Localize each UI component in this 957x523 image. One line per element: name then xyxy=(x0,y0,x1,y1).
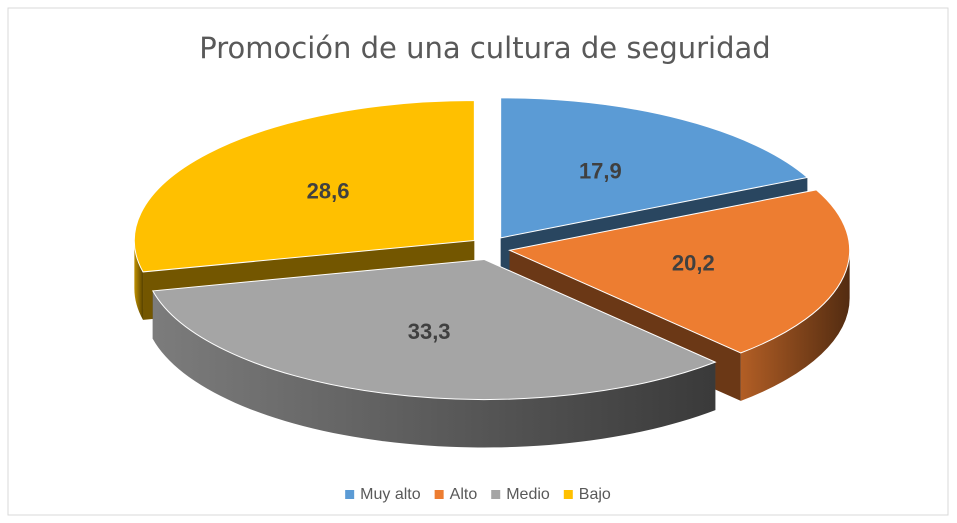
data-label: 17,9 xyxy=(579,159,622,184)
legend-label: Bajo xyxy=(579,486,611,503)
slice-side xyxy=(152,290,716,448)
legend-label: Muy alto xyxy=(360,486,421,503)
slice xyxy=(133,100,475,273)
slice-side xyxy=(134,240,144,320)
legend: Muy alto Alto Medio Bajo xyxy=(345,486,611,503)
legend-label: Medio xyxy=(506,486,550,503)
slice-side xyxy=(740,250,850,401)
legend-label: Alto xyxy=(450,486,478,503)
slice xyxy=(507,189,851,354)
legend-marker xyxy=(434,490,444,499)
data-label: 20,2 xyxy=(672,250,715,275)
legend-marker xyxy=(491,490,501,499)
data-label: 33,3 xyxy=(408,319,451,344)
chart-title: Promoción de una cultura de seguridad xyxy=(199,31,770,65)
data-label: 28,6 xyxy=(307,178,350,203)
legend-marker xyxy=(563,490,573,499)
legend-marker xyxy=(345,490,355,499)
slice xyxy=(500,97,809,239)
slice xyxy=(151,258,717,400)
pie: 17,9 20,2 33,3 28,6 xyxy=(133,97,851,448)
